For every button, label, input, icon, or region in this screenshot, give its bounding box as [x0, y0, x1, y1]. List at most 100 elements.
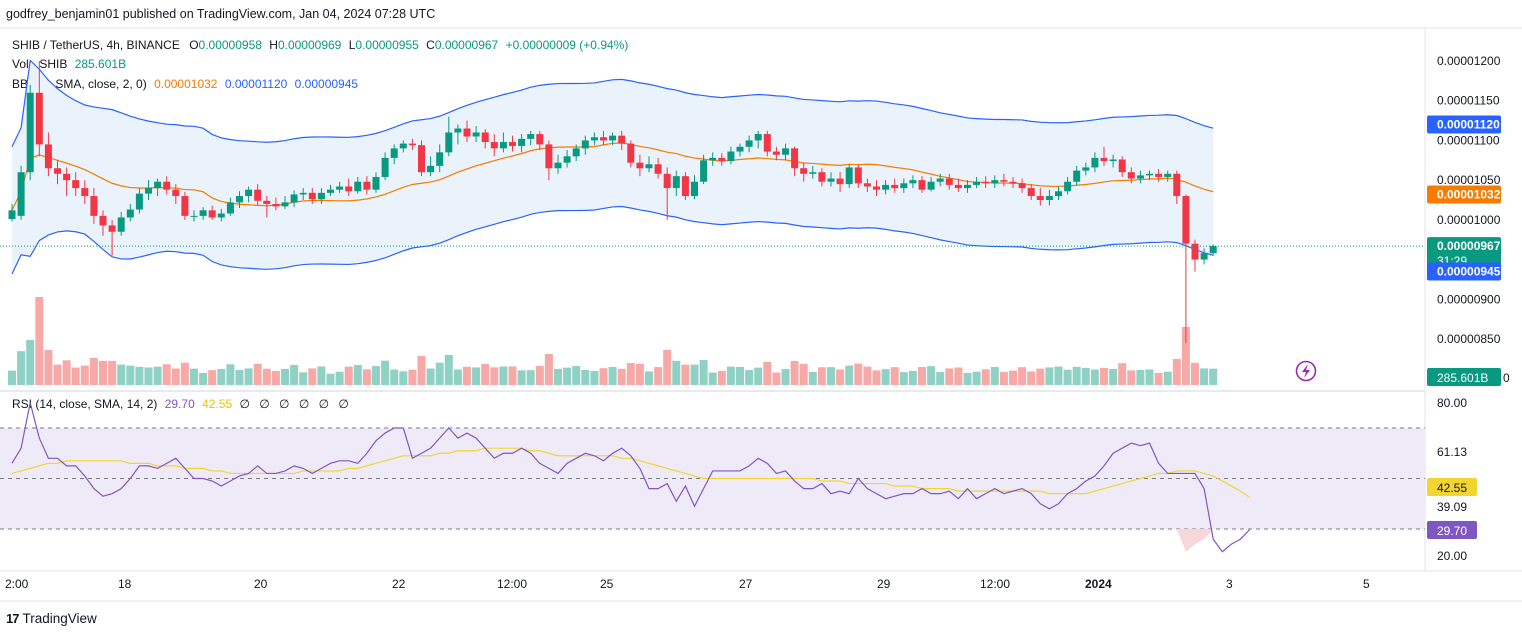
volume-bar: [299, 372, 308, 385]
candle-body: [745, 140, 753, 147]
volume-bar: [499, 366, 508, 385]
candle-body: [800, 168, 808, 174]
volume-bar: [626, 363, 635, 385]
volume-bar: [854, 363, 863, 385]
volume-bar: [117, 364, 126, 385]
candle-body: [1182, 196, 1190, 244]
volume-bar: [544, 354, 553, 385]
volume-bar: [890, 367, 899, 385]
candle: [700, 154, 708, 185]
bb-lower-tag: 0.00000945: [1437, 265, 1501, 279]
rsi-line: [11, 402, 1251, 553]
candle: [754, 130, 762, 149]
volume-bar: [217, 368, 226, 385]
candle: [918, 176, 926, 193]
candle-body: [518, 138, 526, 146]
candle-body: [408, 143, 416, 146]
candle-body: [54, 168, 61, 174]
volume-bar: [1036, 368, 1045, 385]
candle-body: [763, 134, 771, 152]
candle-body: [1036, 196, 1044, 200]
candle: [1173, 170, 1181, 204]
volume-bar: [253, 363, 262, 385]
candle: [1182, 194, 1190, 343]
candle-body: [736, 146, 744, 152]
candle: [882, 180, 890, 195]
last-price-tag: 0.00000967: [1437, 239, 1501, 253]
volume-bar: [226, 364, 235, 385]
candle: [1118, 156, 1126, 177]
candle: [126, 203, 134, 222]
volume-bar: [581, 369, 590, 385]
candle-body: [490, 142, 498, 149]
candle: [145, 180, 152, 200]
candle-body: [1173, 173, 1181, 197]
volume-bar: [945, 368, 954, 385]
price-tick-label: 0.00001200: [1437, 54, 1501, 68]
legend-symbol: SHIB / TetherUS, 4h, BINANCE: [12, 38, 180, 52]
volume-bar: [672, 360, 681, 385]
candle: [927, 176, 935, 192]
candle: [254, 184, 262, 206]
candle-body: [254, 189, 262, 201]
volume-bar: [845, 365, 854, 385]
volume-bar: [162, 364, 171, 385]
volume-bar: [135, 366, 144, 385]
volume-bar: [1027, 371, 1036, 385]
candle-body: [581, 140, 589, 149]
candle: [800, 162, 808, 182]
legend-high: 0.00000969: [277, 38, 342, 52]
candle-body: [1000, 180, 1008, 182]
candle: [363, 176, 371, 195]
volume-bar: [736, 366, 744, 385]
volume-bar: [1100, 367, 1108, 385]
candle: [600, 130, 607, 146]
volume-bar: [708, 372, 717, 385]
candle: [108, 219, 116, 256]
candle: [1045, 189, 1053, 206]
bb-lower-line: [11, 205, 1214, 275]
candle: [327, 184, 334, 197]
volume-bar: [435, 362, 444, 385]
candle: [509, 135, 516, 152]
candle-body: [427, 165, 435, 173]
candle: [281, 196, 289, 209]
rsi-oversold-fill: [1176, 529, 1214, 552]
candle-body: [472, 132, 480, 137]
candle: [854, 164, 862, 189]
volume-bar: [808, 371, 817, 385]
time-tick-label: 25: [600, 577, 614, 591]
candle-body: [654, 164, 662, 174]
candle: [590, 132, 598, 146]
candle: [272, 197, 280, 211]
candle: [290, 190, 298, 208]
tradingview-logo[interactable]: 17 TradingView: [6, 611, 97, 626]
candle-body: [945, 178, 953, 185]
candle-body: [172, 189, 180, 197]
bb-upper-tag: 0.00001120: [1437, 118, 1500, 132]
candle-body: [499, 142, 507, 149]
candle: [72, 172, 80, 197]
candle: [199, 207, 207, 220]
candle-body: [827, 178, 835, 182]
candle-body: [99, 215, 107, 226]
candle: [836, 172, 844, 193]
candle-body: [791, 148, 799, 169]
candle: [1109, 154, 1117, 168]
candle: [982, 176, 990, 189]
candle-body: [336, 186, 344, 190]
candle: [217, 208, 225, 222]
candle-body: [964, 184, 971, 189]
candle-body: [891, 184, 899, 189]
candle: [463, 120, 471, 143]
candle-body: [390, 148, 398, 158]
candle: [345, 178, 353, 197]
candle-body: [809, 172, 817, 174]
candle-body: [44, 144, 52, 169]
candle-body: [163, 181, 171, 190]
candle: [181, 192, 189, 220]
candle: [135, 188, 143, 214]
candle-body: [1164, 173, 1172, 177]
volume-bar: [344, 366, 353, 385]
